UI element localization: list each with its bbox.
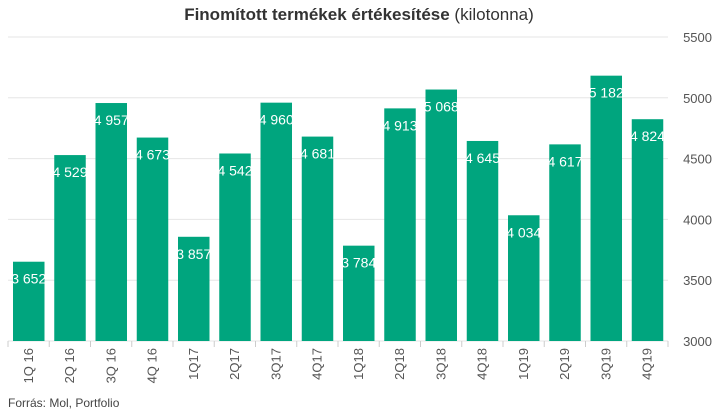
bar xyxy=(219,153,251,341)
bar xyxy=(631,119,664,341)
y-tick-label: 4000 xyxy=(683,212,712,227)
chart-title-main: Finomított termékek értékesítése xyxy=(184,5,450,24)
chart-title: Finomított termékek értékesítése (kiloto… xyxy=(0,5,718,25)
bar-value-label: 4 960 xyxy=(259,112,294,128)
bar-value-label: 4 617 xyxy=(547,153,582,169)
x-tick-label: 4Q17 xyxy=(310,348,325,380)
x-tick-label: 1Q 16 xyxy=(21,348,36,383)
x-tick-label: 1Q19 xyxy=(516,348,531,380)
bar-value-label: 3 784 xyxy=(341,255,376,271)
x-tick-label: 4Q 16 xyxy=(145,348,160,383)
x-tick-label: 3Q18 xyxy=(433,348,448,380)
bar xyxy=(136,137,169,341)
bar-value-label: 4 957 xyxy=(94,112,129,128)
x-tick-label: 2Q 16 xyxy=(62,348,77,383)
y-tick-label: 5000 xyxy=(683,91,712,106)
y-tick-label: 3000 xyxy=(683,334,712,349)
bar xyxy=(425,89,457,342)
bar xyxy=(508,215,540,341)
bar xyxy=(549,144,581,341)
x-tick-label: 4Q19 xyxy=(640,348,655,380)
x-tick-label: 3Q 16 xyxy=(103,348,118,383)
x-tick-label: 2Q19 xyxy=(557,348,572,380)
x-tick-label: 3Q17 xyxy=(268,348,283,380)
x-tick-label: 2Q17 xyxy=(227,348,242,380)
bar xyxy=(343,245,375,341)
bar-value-label: 5 068 xyxy=(424,99,459,115)
bar xyxy=(466,140,499,341)
x-tick-label: 2Q18 xyxy=(392,348,407,380)
y-tick-label: 4500 xyxy=(683,152,712,167)
y-tick-label: 5500 xyxy=(683,30,712,45)
bar xyxy=(178,236,210,341)
bar-value-label: 4 824 xyxy=(630,128,665,144)
bar-value-label: 3 652 xyxy=(11,271,46,287)
x-tick-label: 3Q19 xyxy=(598,348,613,380)
bar-value-label: 5 182 xyxy=(589,85,624,101)
bar xyxy=(54,155,86,341)
bar-value-label: 4 034 xyxy=(506,224,541,240)
bar-value-label: 4 645 xyxy=(465,150,500,166)
x-tick-label: 4Q18 xyxy=(475,348,490,380)
bar-value-label: 4 542 xyxy=(217,162,252,178)
bar xyxy=(384,108,416,341)
bar xyxy=(95,103,127,341)
source-note: Forrás: Mol, Portfolio xyxy=(8,396,120,410)
bar-value-label: 3 857 xyxy=(176,246,211,262)
x-tick-label: 1Q18 xyxy=(351,348,366,380)
chart-title-sub: (kilotonna) xyxy=(454,5,534,24)
bar xyxy=(301,136,334,341)
y-tick-label: 3500 xyxy=(683,273,712,288)
bar-value-label: 4 913 xyxy=(382,117,417,133)
bar-value-label: 4 673 xyxy=(135,147,170,163)
bar xyxy=(590,75,622,342)
x-tick-label: 1Q17 xyxy=(186,348,201,380)
bar-value-label: 4 681 xyxy=(300,146,335,162)
bar-value-label: 4 529 xyxy=(52,164,87,180)
bar xyxy=(13,261,45,341)
bar xyxy=(260,102,292,341)
